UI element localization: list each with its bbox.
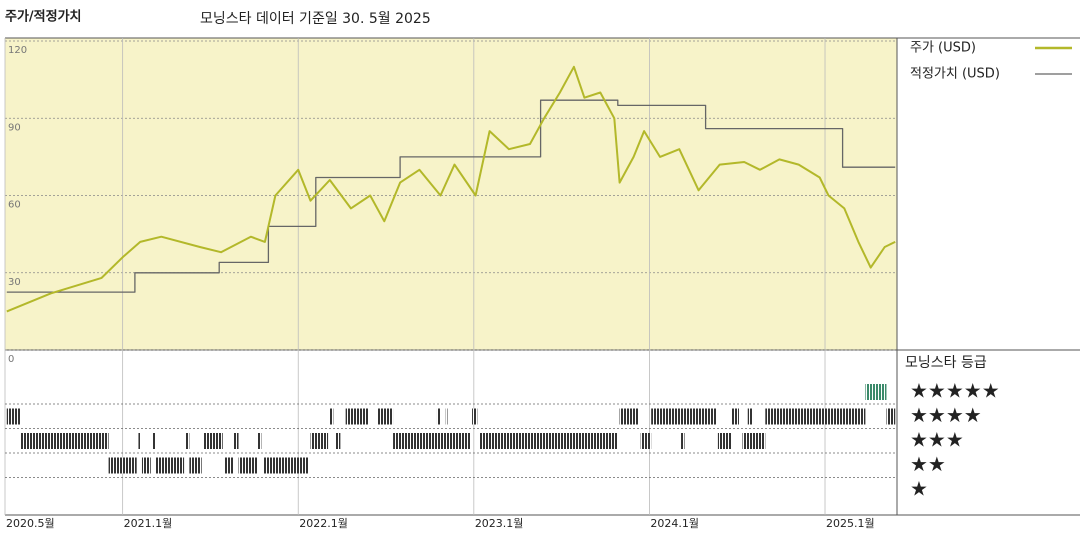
y-tick-label: 120 <box>8 45 27 56</box>
rating-period <box>717 433 732 449</box>
rating-period <box>640 433 652 449</box>
rating-period <box>224 457 234 474</box>
rating-period <box>189 457 202 474</box>
rating-period <box>619 408 639 425</box>
y-tick-label: 60 <box>8 200 21 211</box>
y-tick-label: 0 <box>8 354 14 365</box>
rating-period <box>141 457 151 474</box>
rating-period <box>20 433 109 449</box>
rating-title: 모닝스타 등급 <box>905 355 987 371</box>
rating-period <box>185 433 190 449</box>
rating-period <box>335 433 341 449</box>
rating-label: ★ <box>910 477 928 501</box>
rating-period <box>393 433 471 449</box>
legend-label: 적정가치 (USD) <box>910 67 1000 82</box>
rating-period <box>263 457 309 474</box>
rating-label: ★★★★ <box>910 403 982 427</box>
rating-period <box>681 433 685 449</box>
rating-period <box>472 408 478 425</box>
rating-period <box>886 408 896 425</box>
x-tick-label: 2024.1월 <box>650 517 699 530</box>
rating-period <box>479 433 618 449</box>
rating-period <box>203 433 223 449</box>
rating-period <box>6 408 21 425</box>
rating-period <box>436 408 441 425</box>
rating-period <box>742 433 766 449</box>
chart-title: 주가/적정가치 <box>5 9 82 25</box>
rating-period <box>310 433 329 449</box>
rating-period <box>377 408 394 425</box>
x-tick-label: 2022.1월 <box>299 517 348 530</box>
rating-period <box>138 433 141 449</box>
legend-label: 주가 (USD) <box>910 41 976 56</box>
y-tick-label: 90 <box>8 122 21 133</box>
x-tick-label: 2023.1월 <box>475 517 524 530</box>
rating-period <box>651 408 717 425</box>
y-tick-label: 30 <box>8 277 21 288</box>
rating-period <box>865 384 887 400</box>
series-line <box>6 99 896 293</box>
rating-label: ★★★★★ <box>910 379 1000 403</box>
x-tick-label: 2021.1월 <box>124 517 173 530</box>
rating-label: ★★★ <box>910 428 964 452</box>
rating-period <box>156 457 185 474</box>
rating-period <box>257 433 262 449</box>
rating-period <box>238 457 258 474</box>
x-tick-label: 2020.5월 <box>6 517 55 530</box>
chart-subtitle: 모닝스타 데이터 기준일 30. 5월 2025 <box>200 11 431 27</box>
rating-period <box>152 433 157 449</box>
series-line <box>6 65 896 313</box>
rating-period <box>747 408 754 425</box>
rating-label: ★★ <box>910 452 946 476</box>
rating-period <box>445 408 448 425</box>
rating-period <box>233 433 239 449</box>
rating-period <box>329 408 334 425</box>
x-tick-label: 2025.1월 <box>826 517 875 530</box>
rating-period <box>731 408 739 425</box>
price-panel <box>5 38 897 350</box>
rating-period <box>108 457 137 474</box>
rating-period <box>345 408 369 425</box>
rating-period <box>765 408 866 425</box>
